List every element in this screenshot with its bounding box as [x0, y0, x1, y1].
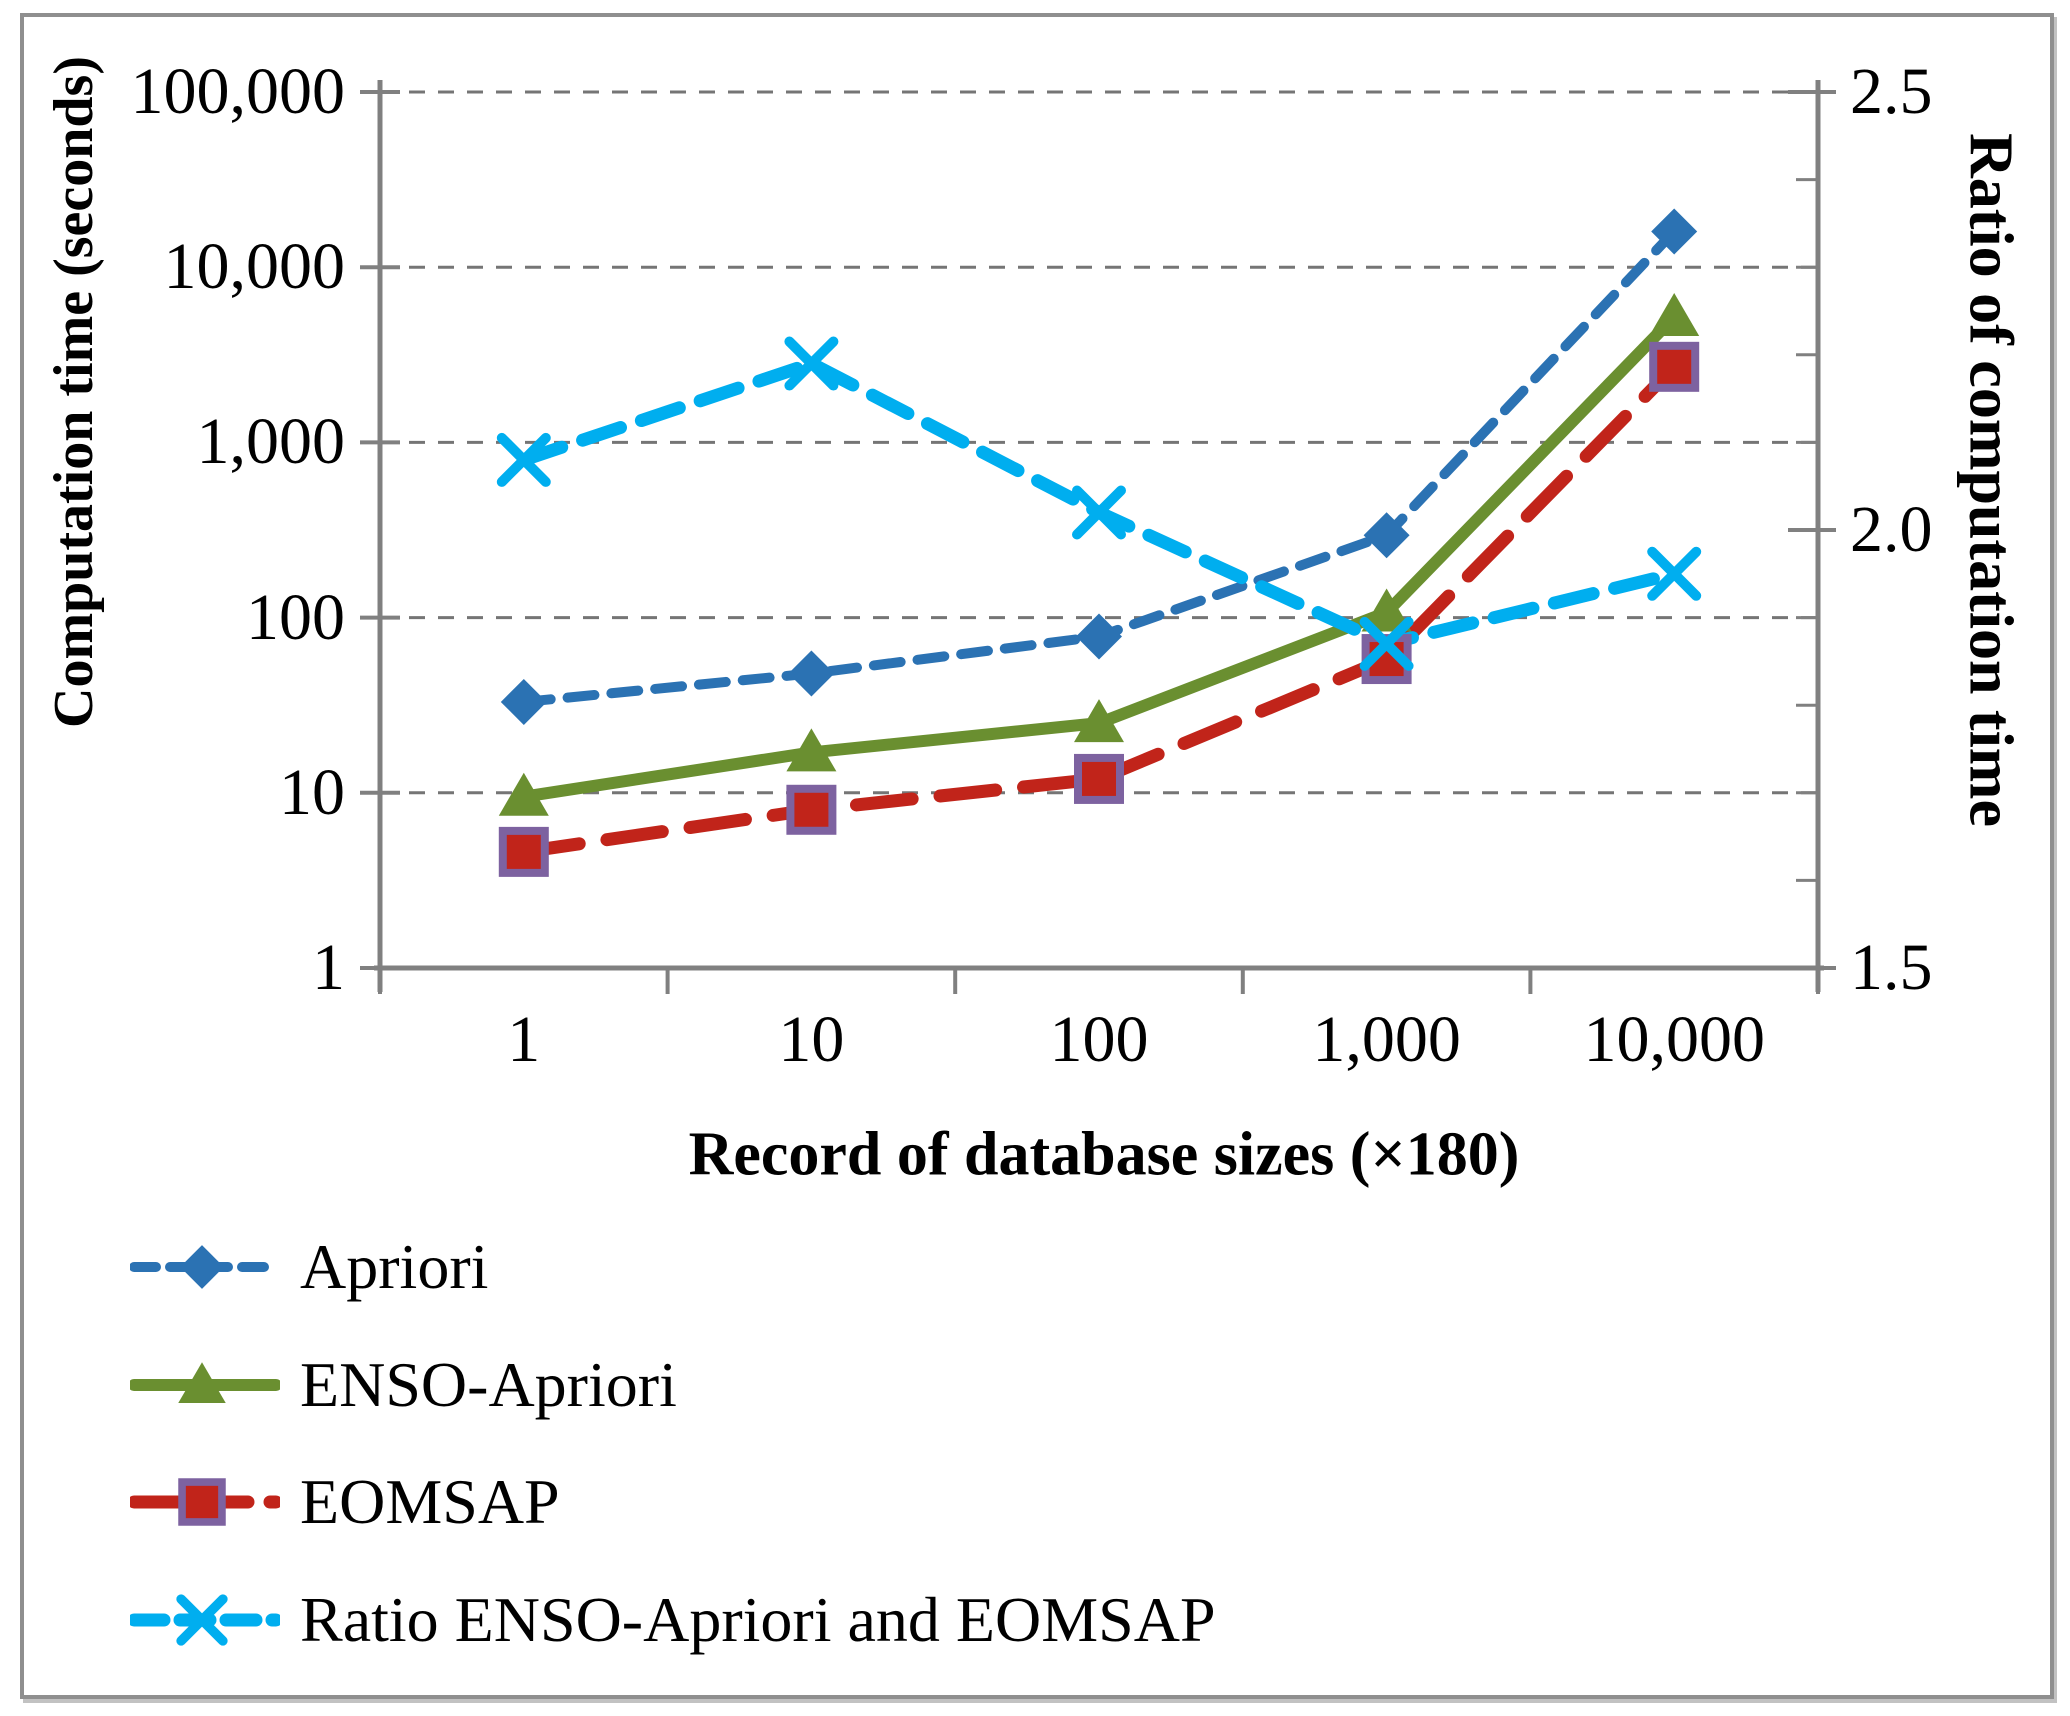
- legend-label: Ratio ENSO-Apriori and EOMSAP: [300, 1584, 1216, 1655]
- left-axis-tick-label: 10: [279, 755, 345, 829]
- x-axis-tick-label: 1,000: [1312, 1003, 1461, 1076]
- legend-sample-enso-line-triangle-icon: [130, 1362, 280, 1404]
- x-axis-title: Record of database sizes (×180): [688, 1120, 1520, 1189]
- legend-label: Apriori: [300, 1231, 489, 1302]
- x-axis-tick-label: 100: [1049, 1003, 1149, 1076]
- right-axis-tick-label: 1.5: [1850, 931, 1933, 1004]
- left-axis-tick-label: 100: [246, 580, 345, 654]
- legend-sample-eomsap-line-square-icon: [130, 1478, 280, 1526]
- right-y-axis-title: Ratio of computation time: [1956, 133, 2025, 827]
- right-axis-tick-label: 2.5: [1850, 55, 1933, 128]
- left-axis-tick-label: 1: [312, 931, 345, 1004]
- legend-sample-ratio-line-x-icon: [130, 1594, 280, 1646]
- right-axis-tick-label: 2.0: [1850, 493, 1933, 566]
- legend-label: EOMSAP: [300, 1466, 560, 1537]
- x-axis-tick-label: 1: [507, 1003, 541, 1076]
- x-axis-tick-label: 10,000: [1583, 1003, 1765, 1076]
- left-axis-tick-label: 1,000: [196, 405, 346, 479]
- figure-border: [20, 13, 2054, 1699]
- legend-label: ENSO-Apriori: [300, 1349, 677, 1420]
- left-axis-tick-label: 100,000: [130, 55, 346, 128]
- legend-sample-apriori-line-diamond-icon: [130, 1245, 280, 1289]
- left-axis-tick-label: 10,000: [163, 230, 346, 304]
- x-axis-tick-label: 10: [778, 1003, 845, 1076]
